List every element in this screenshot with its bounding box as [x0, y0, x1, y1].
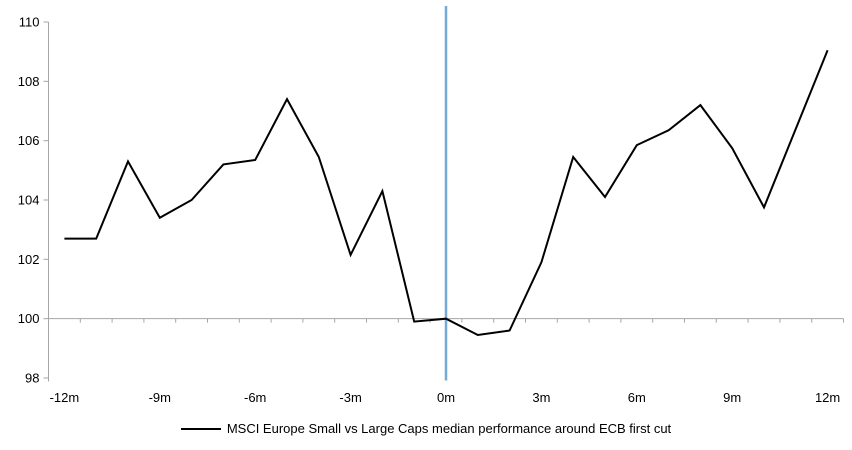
- y-tick-label: 100: [18, 311, 40, 326]
- x-tick-label: -6m: [244, 390, 266, 405]
- y-tick-label: 110: [19, 15, 40, 30]
- x-tick-label: 3m: [532, 390, 550, 405]
- y-tick-label: 104: [18, 193, 40, 208]
- y-tick-label: 102: [18, 252, 40, 267]
- x-tick-label: 0m: [437, 390, 455, 405]
- x-tick-label: -9m: [149, 390, 171, 405]
- series-line: [64, 49, 829, 337]
- y-tick-label: 98: [25, 371, 39, 386]
- legend-line-sample: [180, 427, 221, 430]
- x-tick-label: 12m: [815, 390, 840, 405]
- x-tick-label: 6m: [628, 390, 646, 405]
- x-tick-label: -3m: [339, 390, 361, 405]
- x-tick-label: 9m: [723, 390, 741, 405]
- y-tick-label: 106: [18, 133, 40, 148]
- x-tick-label: -12m: [50, 390, 80, 405]
- legend: MSCI Europe Small vs Large Caps median p…: [0, 421, 852, 436]
- legend-label: MSCI Europe Small vs Large Caps median p…: [226, 421, 672, 436]
- y-tick-label: 108: [18, 74, 40, 89]
